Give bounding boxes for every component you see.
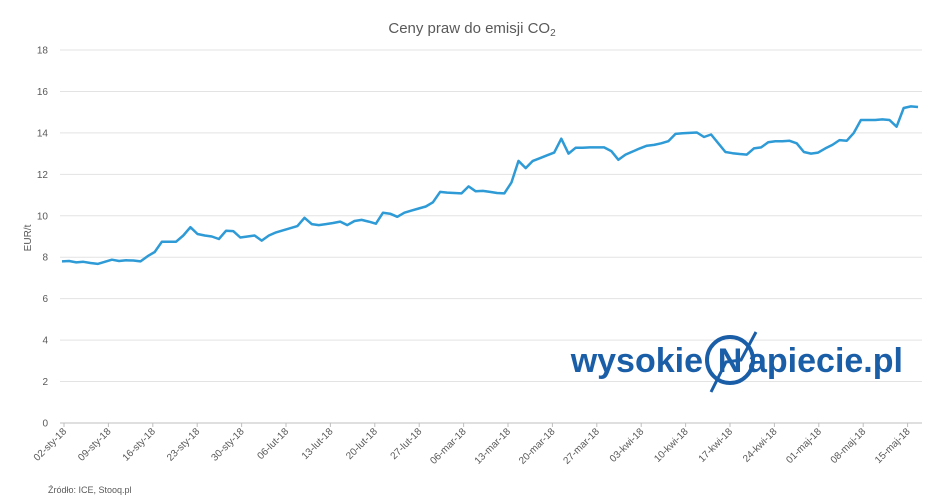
grid <box>60 49 922 424</box>
y-axis-label: EUR/t <box>23 224 34 251</box>
logo-text-right: apiecie.pl <box>748 342 903 380</box>
x-tick-label: 01-maj-18 <box>784 426 824 466</box>
x-tick-label: 20-mar-18 <box>517 426 558 467</box>
y-tick-label: 10 <box>37 211 49 222</box>
x-tick-label: 23-sty-18 <box>165 426 203 464</box>
y-tick-label: 18 <box>37 46 49 57</box>
x-tick-label: 03-kwi-18 <box>608 426 647 465</box>
y-tick-label: 14 <box>37 128 49 139</box>
y-tick-label: 0 <box>42 419 48 430</box>
chart-title-subscript: 2 <box>550 28 556 39</box>
chart-title-main: Ceny praw do emisji CO <box>388 20 550 37</box>
x-tick-label: 17-kwi-18 <box>697 426 736 465</box>
x-tick-label: 27-mar-18 <box>562 426 603 467</box>
y-tick-label: 16 <box>37 87 49 98</box>
x-tick-label: 08-maj-18 <box>829 426 869 466</box>
logo: wysokie N apiecie.pl <box>570 331 903 393</box>
x-tick-label: 13-mar-18 <box>473 426 514 467</box>
x-axis-ticks: 02-sty-18 09-sty-18 16-sty-18 23-sty-18 30-s… <box>32 423 913 467</box>
series-line <box>61 105 919 266</box>
x-tick-label: 24-kwi-18 <box>741 426 780 465</box>
x-tick-label: 20-lut-18 <box>344 426 380 462</box>
x-tick-label: 06-lut-18 <box>255 426 291 462</box>
y-axis-ticks: 0 2 4 6 8 10 12 14 16 18 <box>37 46 49 430</box>
x-tick-label: 27-lut-18 <box>389 426 425 462</box>
x-tick-label: 13-lut-18 <box>300 426 336 462</box>
source-note: Źródło: ICE, Stooq.pl <box>48 485 132 495</box>
chart-title: Ceny praw do emisji CO2 <box>388 20 556 39</box>
x-tick-label: 16-sty-18 <box>121 426 159 464</box>
y-tick-label: 6 <box>42 294 48 305</box>
y-tick-label: 12 <box>37 170 49 181</box>
y-tick-label: 2 <box>42 377 48 388</box>
x-tick-label: 06-mar-18 <box>428 426 469 467</box>
logo-text-left: wysokie <box>570 342 703 380</box>
y-tick-label: 4 <box>42 336 48 347</box>
x-tick-label: 15-maj-18 <box>873 426 913 466</box>
logo-mark-icon: N <box>705 331 758 393</box>
x-tick-label: 30-sty-18 <box>209 426 247 464</box>
x-tick-label: 10-kwi-18 <box>652 426 691 465</box>
x-tick-label: 09-sty-18 <box>76 426 114 464</box>
y-tick-label: 8 <box>42 253 48 264</box>
series-group <box>61 105 919 266</box>
x-tick-label: 02-sty-18 <box>32 426 70 464</box>
